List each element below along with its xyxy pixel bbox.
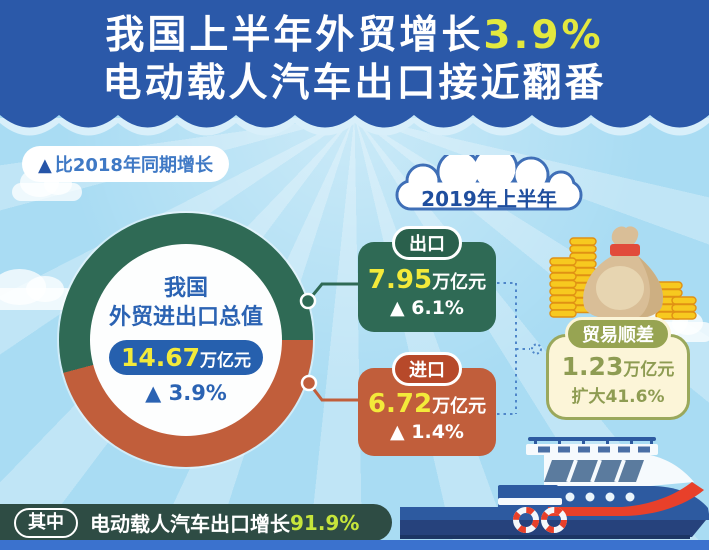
import-value-row: 6.72万亿元 xyxy=(358,389,496,419)
surplus-unit: 万亿元 xyxy=(623,360,675,380)
import-unit: 万亿元 xyxy=(432,396,487,417)
surplus-tag: 贸易顺差 xyxy=(565,317,671,351)
import-value: 6.72 xyxy=(367,389,433,419)
donut-growth: ▲ 3.9% xyxy=(145,381,227,405)
donut-title-line2: 外贸进出口总值 xyxy=(108,304,263,330)
surplus-note: 扩大41.6% xyxy=(571,387,665,407)
footer-stat-bar: 其中 电动载人汽车出口增长 91.9% xyxy=(0,504,392,541)
import-growth-value: 1.4% xyxy=(411,421,464,443)
coin-stack-right-icon xyxy=(655,281,697,320)
comparison-badge: ▲ 比2018年同期增长 xyxy=(22,146,229,182)
cloud-icon xyxy=(0,269,77,310)
donut-center: 我国 外贸进出口总值 14.67万亿元 ▲ 3.9% xyxy=(90,244,282,436)
surplus-value-row: 1.23万亿元 xyxy=(549,352,687,381)
ship-icon xyxy=(400,437,709,539)
footer-highlight: 91.9% xyxy=(290,510,360,535)
import-growth: ▲ 1.4% xyxy=(358,421,496,443)
donut-title: 我国 外贸进出口总值 xyxy=(109,275,263,332)
up-arrow-icon: ▲ xyxy=(145,381,162,406)
export-growth: ▲ 6.1% xyxy=(358,297,496,319)
donut-unit: 万亿元 xyxy=(200,351,252,372)
lifebuoy-icon xyxy=(513,507,567,533)
export-unit: 万亿元 xyxy=(432,272,487,293)
wave-edge-dark-icon xyxy=(0,110,709,128)
surplus-value: 1.23 xyxy=(561,352,624,381)
cloud-icon xyxy=(12,167,82,201)
money-bag-body xyxy=(583,226,663,320)
import-tag: 进口 xyxy=(392,352,462,386)
donut-title-line1: 我国 xyxy=(163,275,208,301)
up-arrow-icon: ▲ xyxy=(390,297,405,319)
export-growth-value: 6.1% xyxy=(411,297,464,319)
title-line1-highlight: 3.9% xyxy=(483,13,604,58)
footer-tag: 其中 xyxy=(14,507,78,538)
donut-growth-value: 3.9% xyxy=(168,381,227,406)
coin-stack-left-icon xyxy=(549,237,597,318)
surplus-box: 贸易顺差 1.23万亿元 扩大41.6% xyxy=(546,317,690,420)
import-box: 进口 6.72万亿元 ▲ 1.4% xyxy=(358,352,496,456)
donut-value-pill: 14.67万亿元 xyxy=(108,340,264,376)
title-line-2: 电动载人汽车出口接近翻番 xyxy=(102,60,607,106)
title-line1-text: 我国上半年外贸增长 xyxy=(105,13,484,58)
comparison-badge-label: 比2018年同期增长 xyxy=(54,155,213,176)
up-arrow-icon: ▲ xyxy=(38,155,52,176)
money-bag-icon xyxy=(549,226,697,320)
export-tag: 出口 xyxy=(392,226,462,260)
export-box: 出口 7.95万亿元 ▲ 6.1% xyxy=(358,226,496,332)
wave-edge-light-icon xyxy=(0,118,709,136)
water-strip xyxy=(0,540,709,550)
export-value-row: 7.95万亿元 xyxy=(358,265,496,295)
title-line-1: 我国上半年外贸增长3.9% xyxy=(0,12,709,60)
header-banner: 我国上半年外贸增长3.9% 电动载人汽车出口接近翻番 xyxy=(0,0,709,112)
period-label: 2019年上半年 xyxy=(421,187,557,211)
trade-donut-chart: 我国 外贸进出口总值 14.67万亿元 ▲ 3.9% xyxy=(59,213,313,467)
up-arrow-icon: ▲ xyxy=(390,421,405,443)
export-value: 7.95 xyxy=(367,265,433,295)
donut-value: 14.67 xyxy=(120,343,201,373)
footer-text: 电动载人汽车出口增长 xyxy=(90,512,290,536)
period-cloud-icon xyxy=(395,155,583,211)
